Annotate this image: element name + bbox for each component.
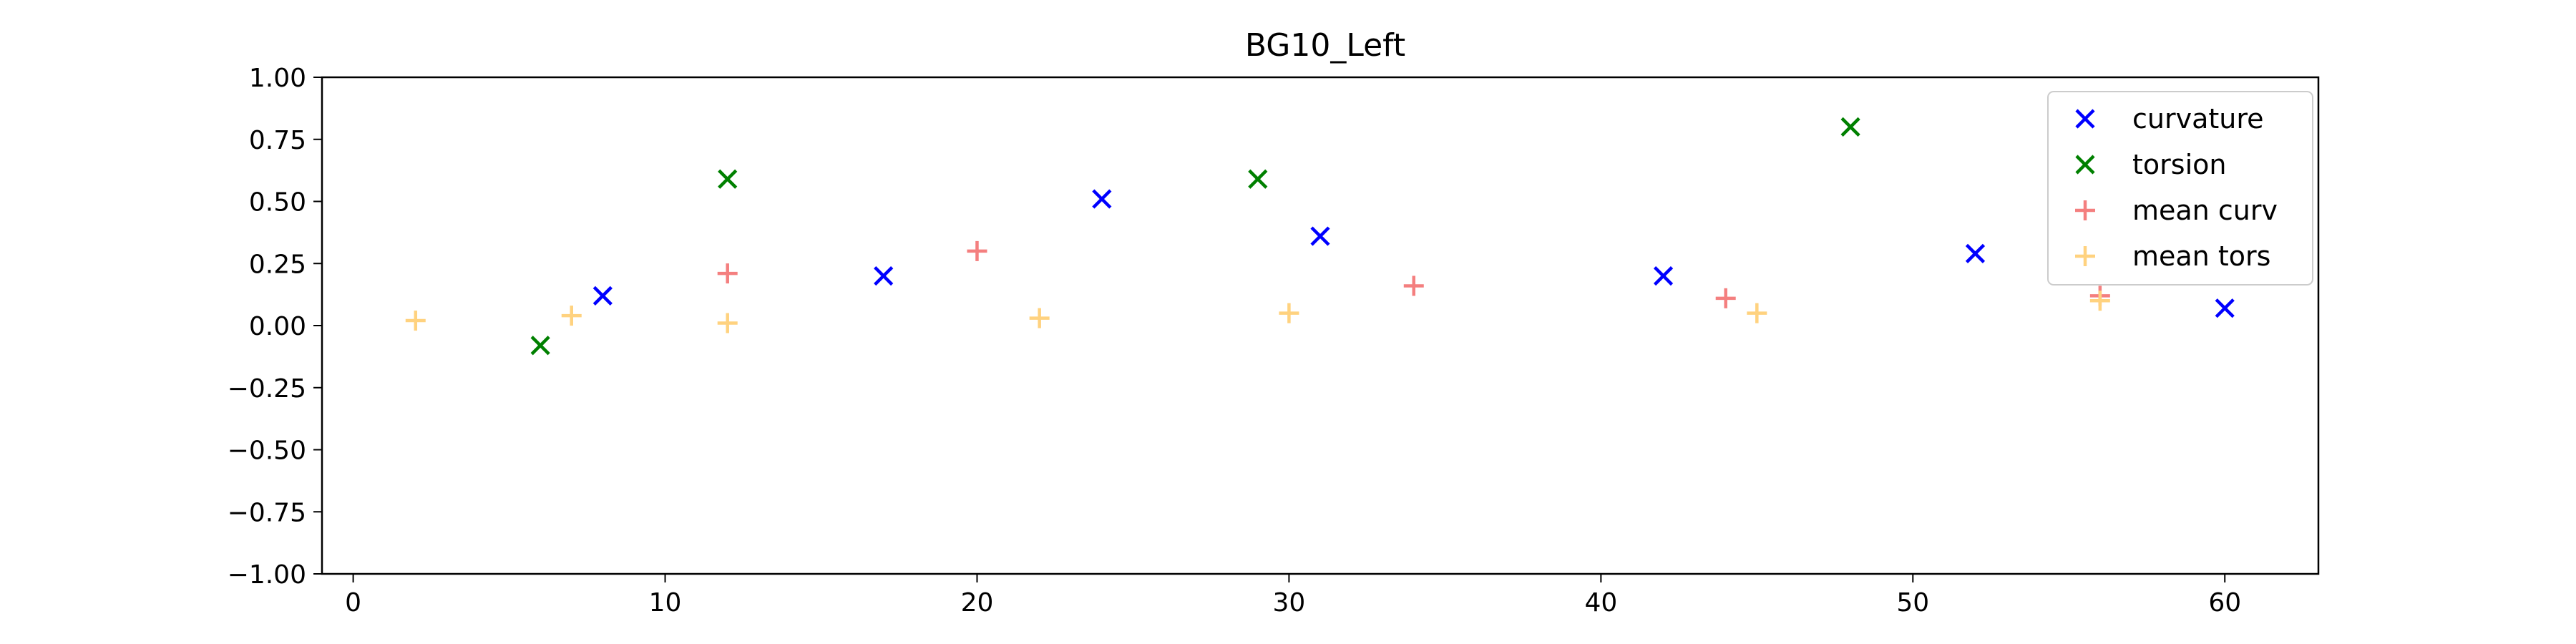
legend-marker-curvature <box>2075 109 2095 129</box>
point-curvature <box>1965 243 1986 263</box>
point-mean-tors <box>561 306 582 326</box>
y-tick-label: −0.50 <box>228 436 306 466</box>
point-curvature <box>1092 189 1112 209</box>
y-tick-label: −0.75 <box>228 498 306 527</box>
point-mean-tors <box>717 313 738 333</box>
legend-marker-torsion <box>2075 155 2095 175</box>
marker-stroke <box>1840 117 1860 137</box>
x-tick-label: 40 <box>1584 588 1617 618</box>
point-curvature <box>1310 226 1330 246</box>
marker-stroke <box>1653 266 1674 286</box>
legend-box <box>2047 91 2313 286</box>
point-curvature <box>874 266 894 286</box>
marker-stroke <box>530 336 550 356</box>
marker-stroke <box>2075 155 2095 175</box>
legend-label-mean-curv: mean curv <box>2132 195 2278 226</box>
x-tick-label: 60 <box>2208 588 2241 618</box>
x-tick-label: 30 <box>1273 588 1306 618</box>
legend-marker-mean-tors <box>2075 246 2095 266</box>
y-tick-label: 0.00 <box>249 312 306 341</box>
point-mean-tors <box>1279 303 1299 323</box>
marker-stroke <box>1092 189 1112 209</box>
y-tick-label: 0.50 <box>249 188 306 218</box>
point-mean-tors <box>2089 291 2110 311</box>
point-torsion <box>1840 117 1860 137</box>
marker-stroke <box>1248 169 1268 189</box>
plot-frame <box>321 76 2320 575</box>
y-tick-label: 0.75 <box>249 126 306 155</box>
x-tick-label: 0 <box>345 588 361 618</box>
point-torsion <box>530 336 550 356</box>
legend-label-mean-tors: mean tors <box>2132 240 2270 272</box>
point-torsion <box>718 169 738 189</box>
chart-title: BG10_Left <box>1245 27 1405 64</box>
point-curvature <box>2215 298 2235 318</box>
marker-stroke <box>718 169 738 189</box>
x-tick-label: 20 <box>961 588 994 618</box>
x-tick-label: 10 <box>649 588 682 618</box>
marker-stroke <box>1965 243 1986 263</box>
axes: 0 10 20 30 40 50 60 1.00 0.75 0.50 0.25 0.00 −0.25 −0… <box>228 64 2320 618</box>
point-mean-curv <box>1715 288 1736 308</box>
point-mean-curv <box>967 240 987 261</box>
point-mean-curv <box>1403 275 1424 296</box>
marker-stroke <box>2215 298 2235 318</box>
point-curvature <box>1653 266 1674 286</box>
point-torsion <box>1248 169 1268 189</box>
legend-label-curvature: curvature <box>2132 103 2264 135</box>
marker-stroke <box>874 266 894 286</box>
point-mean-tors <box>405 311 426 331</box>
marker-stroke <box>1310 226 1330 246</box>
y-tick-label: −0.25 <box>228 374 306 404</box>
point-mean-tors <box>1029 308 1050 328</box>
legend-label-torsion: torsion <box>2132 149 2226 180</box>
legend-marker-mean-curv <box>2075 200 2095 220</box>
y-tick-label: −1.00 <box>228 560 306 590</box>
marker-stroke <box>592 286 613 306</box>
point-curvature <box>592 286 613 306</box>
y-tick-label: 1.00 <box>249 64 306 93</box>
legend: curvature torsion mean curv mean tors <box>2047 91 2313 286</box>
point-mean-tors <box>1747 303 1767 323</box>
y-tick-label: 0.25 <box>249 250 306 279</box>
x-tick-label: 50 <box>1896 588 1929 618</box>
point-mean-curv <box>717 263 738 284</box>
marker-stroke <box>2075 109 2095 129</box>
data-points <box>405 117 2235 356</box>
